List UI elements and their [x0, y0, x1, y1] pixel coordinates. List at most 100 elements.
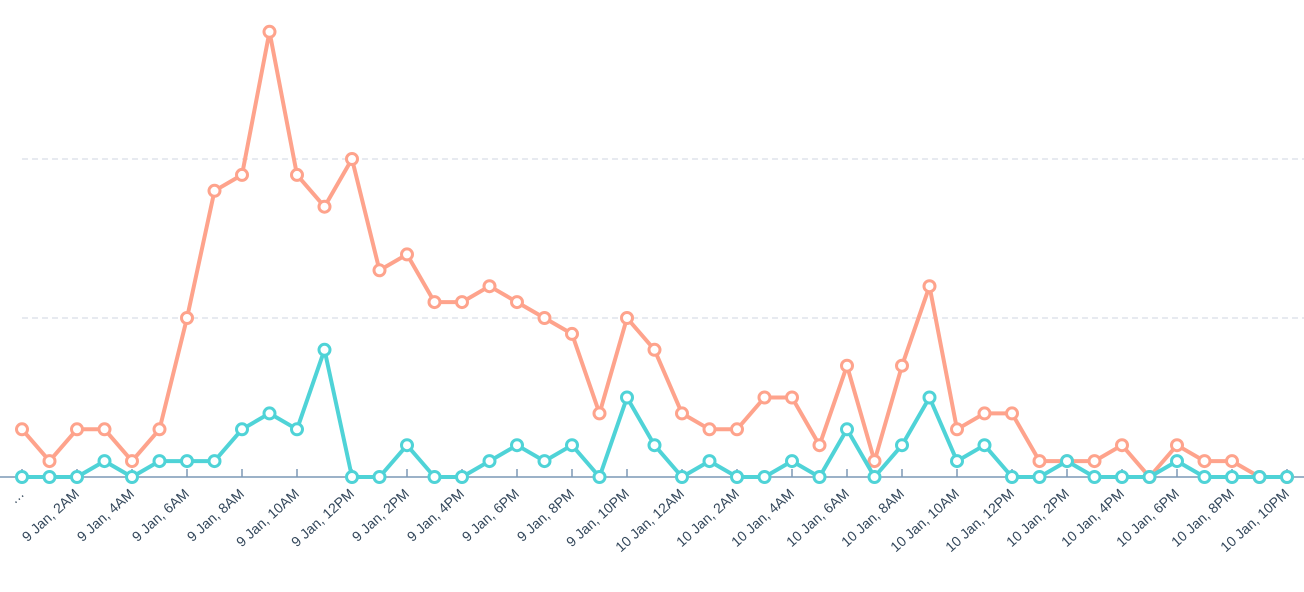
data-point[interactable] [1170, 454, 1184, 469]
data-point[interactable] [977, 438, 992, 453]
data-point[interactable] [372, 263, 387, 278]
data-point[interactable] [1005, 470, 1019, 484]
data-point[interactable] [317, 342, 332, 357]
data-point[interactable] [1032, 470, 1047, 484]
data-point[interactable] [207, 183, 222, 198]
data-point[interactable] [922, 390, 937, 405]
data-point[interactable] [125, 454, 139, 469]
data-point[interactable] [180, 311, 194, 325]
data-point[interactable] [895, 438, 909, 453]
series-0 [15, 24, 1294, 484]
data-point[interactable] [180, 454, 194, 469]
data-point[interactable] [867, 454, 882, 469]
data-point[interactable] [15, 470, 29, 484]
data-point[interactable] [592, 470, 607, 484]
data-point[interactable] [730, 422, 744, 437]
data-point[interactable] [317, 199, 332, 214]
data-point[interactable] [97, 454, 112, 469]
data-point[interactable] [207, 454, 222, 469]
x-tick-label: 9 Jan, 2PM [349, 485, 412, 544]
data-point[interactable] [537, 454, 552, 469]
data-point[interactable] [785, 390, 799, 405]
data-point[interactable] [482, 279, 497, 294]
data-point[interactable] [15, 422, 29, 437]
data-point[interactable] [427, 295, 442, 310]
data-point[interactable] [867, 470, 882, 484]
data-point[interactable] [1115, 438, 1129, 453]
data-point[interactable] [620, 311, 634, 325]
data-point[interactable] [565, 438, 579, 453]
x-tick-label: 9 Jan, 6AM [129, 485, 192, 544]
data-point[interactable] [125, 470, 139, 484]
data-point[interactable] [400, 247, 414, 262]
data-point[interactable] [647, 342, 662, 357]
data-point[interactable] [1225, 470, 1239, 484]
data-point[interactable] [482, 454, 497, 469]
data-point[interactable] [1170, 438, 1184, 453]
data-point[interactable] [510, 438, 524, 453]
data-point[interactable] [262, 24, 277, 39]
data-point[interactable] [345, 152, 359, 166]
data-point[interactable] [1197, 470, 1212, 484]
data-point[interactable] [97, 422, 112, 437]
data-point[interactable] [950, 454, 964, 469]
data-point[interactable] [895, 358, 909, 373]
data-point[interactable] [592, 406, 607, 421]
series-1 [15, 342, 1294, 484]
data-point[interactable] [42, 470, 57, 484]
x-tick-label: … [6, 485, 27, 506]
data-point[interactable] [785, 454, 799, 469]
data-point[interactable] [455, 295, 469, 310]
data-point[interactable] [70, 422, 84, 437]
data-point[interactable] [510, 295, 524, 310]
data-point[interactable] [702, 422, 717, 437]
data-point[interactable] [372, 470, 387, 484]
data-point[interactable] [1087, 470, 1102, 484]
data-point[interactable] [1252, 470, 1267, 484]
data-point[interactable] [977, 406, 992, 421]
data-point[interactable] [675, 470, 689, 484]
data-point[interactable] [262, 406, 277, 421]
data-point[interactable] [290, 422, 304, 437]
data-point[interactable] [1087, 454, 1102, 469]
data-point[interactable] [152, 454, 167, 469]
data-point[interactable] [1032, 454, 1047, 469]
data-point[interactable] [757, 390, 772, 405]
data-point[interactable] [812, 438, 827, 453]
x-tick-label: 9 Jan, 4PM [404, 485, 467, 544]
data-point[interactable] [757, 470, 772, 484]
data-point[interactable] [235, 422, 249, 437]
data-point[interactable] [455, 470, 469, 484]
data-point[interactable] [1225, 454, 1239, 469]
data-point[interactable] [345, 470, 359, 484]
data-point[interactable] [1280, 470, 1294, 484]
data-point[interactable] [565, 326, 579, 341]
data-point[interactable] [152, 422, 167, 437]
x-tick-label: 9 Jan, 6PM [459, 485, 522, 544]
data-point[interactable] [42, 454, 57, 469]
data-point[interactable] [427, 470, 442, 484]
data-point[interactable] [70, 470, 84, 484]
data-point[interactable] [290, 167, 304, 182]
data-point[interactable] [950, 422, 964, 437]
data-point[interactable] [675, 406, 689, 421]
data-point[interactable] [235, 167, 249, 182]
data-point[interactable] [620, 390, 634, 405]
data-point[interactable] [1115, 470, 1129, 484]
data-point[interactable] [1142, 470, 1157, 484]
data-point[interactable] [1197, 454, 1212, 469]
data-point[interactable] [1005, 406, 1019, 421]
data-point[interactable] [730, 470, 744, 484]
data-point[interactable] [840, 422, 854, 437]
data-point[interactable] [400, 438, 414, 453]
data-point[interactable] [840, 358, 854, 373]
data-point[interactable] [702, 454, 717, 469]
data-point[interactable] [537, 311, 552, 325]
data-point[interactable] [812, 470, 827, 484]
data-point[interactable] [647, 438, 662, 453]
data-point[interactable] [922, 279, 937, 294]
data-point[interactable] [1060, 454, 1074, 469]
x-tick-label: 9 Jan, 4AM [74, 485, 137, 544]
